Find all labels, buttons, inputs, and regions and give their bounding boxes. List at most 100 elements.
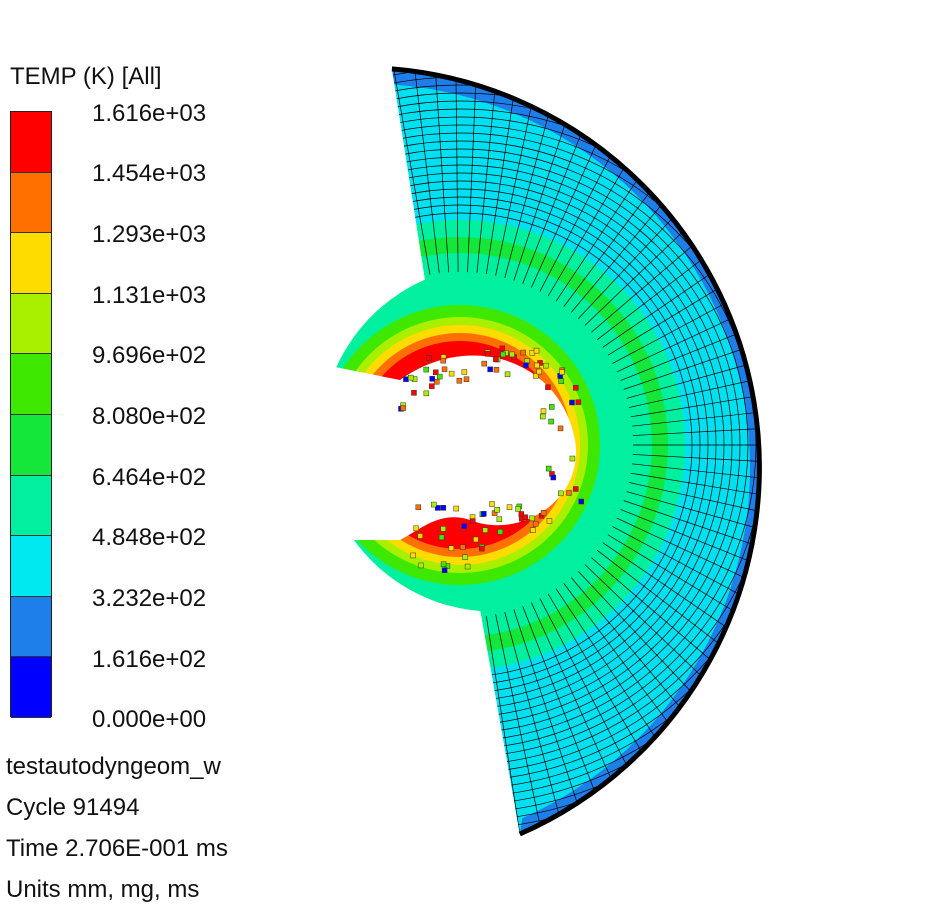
mesh-radial-line [504,612,564,832]
debris-particle [545,465,552,472]
mesh-radial-line [631,401,760,427]
debris-particle [572,385,579,391]
mesh-radial-line [390,68,431,275]
debris-particle [487,366,493,373]
legend-tick-label: 1.454e+03 [92,160,207,187]
debris-particle [462,554,468,561]
cycle-readout: Cycle 91494 [6,794,140,821]
debris-particle [504,371,511,378]
debris-particle [493,366,500,373]
debris-particle [523,362,529,368]
debris-particle [494,507,500,513]
mesh-radial-line [495,614,543,834]
legend-tick-label: 1.616e+02 [92,646,207,673]
mesh-radial-line [628,482,760,532]
mesh-radial-line [628,358,760,408]
debris-particle [429,383,435,389]
mesh-radial-line [616,517,760,615]
debris-particle [440,505,447,511]
legend-tick-label: 6.464e+02 [92,464,207,491]
debris-particle [431,501,437,508]
debris-particle [436,373,443,380]
mesh-radial-line [522,606,606,818]
debris-particle [461,369,468,375]
debris-particle [440,526,447,532]
color-swatch [11,112,51,173]
debris-particle [572,486,579,492]
legend-tick-label: 4.848e+02 [92,524,207,551]
model-name: testautodyngeom_w [6,753,221,780]
mesh-radial-line [607,237,760,356]
color-swatch [11,596,51,658]
color-swatch [11,415,51,476]
mesh-radial-line [616,275,760,373]
mesh-radial-line [390,615,431,834]
debris-particle [540,408,547,414]
mesh-radial-line [612,256,760,364]
mesh-radial-line [620,509,760,595]
debris-particle [448,370,455,377]
legend-tick-label: 9.696e+02 [92,342,207,369]
debris-particle [438,534,445,541]
debris-particle [453,505,459,512]
debris-particle [413,525,419,532]
debris-particle [403,376,409,382]
debris-particle [489,501,495,507]
debris-particle [440,357,446,364]
legend-tick-label: 1.616e+03 [92,100,207,127]
debris-particle [423,366,430,373]
mesh-radial-line [612,526,760,634]
debris-particle [417,533,423,539]
debris-particle [540,510,547,516]
legend-tick-label: 0.000e+00 [92,706,207,733]
debris-particle [484,351,491,357]
color-swatch [11,536,51,597]
debris-particle [479,545,485,552]
debris-particle [482,527,488,533]
debris-particle [499,345,506,352]
debris-particles [398,345,584,573]
debris-particle [534,362,540,369]
units-readout: Units mm, mg, ms [6,876,200,903]
mesh-radial-line [630,379,760,418]
debris-particle [440,561,447,568]
debris-particle [548,404,555,410]
debris-particle [456,377,463,384]
mesh-radial-line [607,534,760,653]
debris-particle [566,490,572,496]
debris-particle [536,368,543,375]
debris-particle [543,362,549,369]
debris-particle [529,515,535,522]
debris-particle [470,518,476,524]
color-swatch [11,293,51,355]
mesh-radial-line [455,68,459,273]
debris-particle [481,511,487,517]
debris-particle [557,425,564,432]
mesh-radial-line [630,472,760,511]
debris-particle [433,369,439,376]
debris-particle [506,504,513,510]
debris-particle [532,520,539,527]
debris-particle [509,351,515,358]
cavity [300,355,577,540]
mesh-radial-line [620,295,760,381]
time-readout: Time 2.706E-001 ms [6,835,228,862]
temperature-legend: TEMP (K) [All] 1.616e+03 1.454e+03 1.293… [0,0,300,903]
mesh-radial-line [467,617,478,834]
debris-particle [464,563,471,570]
debris-particle [515,506,521,512]
debris-particle [418,562,424,569]
debris-particle [463,376,470,382]
color-bar [10,111,52,718]
legend-tick-label: 1.293e+03 [92,221,207,248]
debris-particle [533,347,540,354]
debris-particle [558,378,565,385]
debris-particle [441,567,448,573]
legend-tick-label: 1.131e+03 [92,282,207,309]
debris-particle [429,376,435,382]
mesh-radial-line [485,615,522,834]
debris-particle [433,378,440,385]
debris-particle [411,390,417,396]
mesh-radial-line [623,316,760,390]
mesh-radial-line [531,602,626,810]
